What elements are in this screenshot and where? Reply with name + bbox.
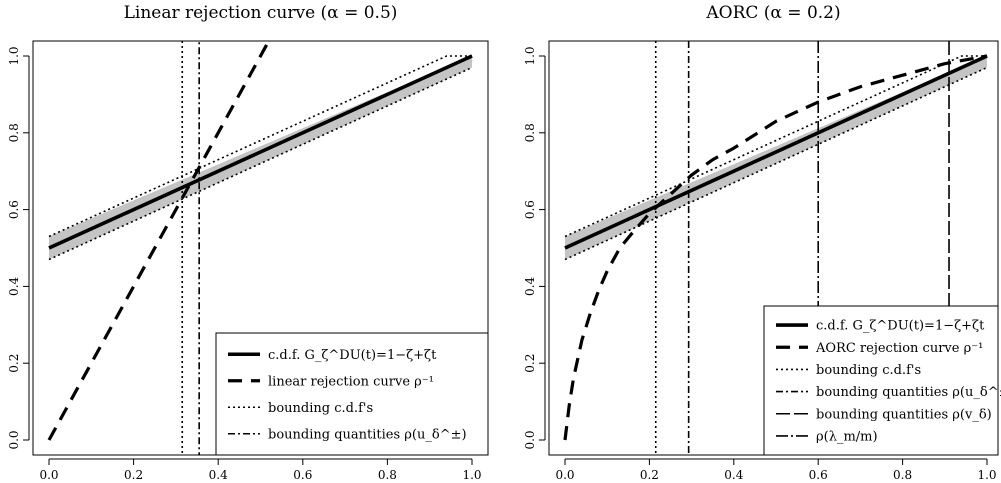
bounding-band xyxy=(565,56,987,260)
chart-title: AORC (α = 0.2) xyxy=(705,3,840,23)
bounding-band xyxy=(49,56,472,260)
series-line-dashed-1 xyxy=(47,41,271,441)
y-tick-label: 0.2 xyxy=(523,354,537,373)
chart-panel-right: AORC (α = 0.2)0.0 0.2 0.4 0.6 0.8 1.00.00.20.… xyxy=(523,3,1001,482)
x-axis: 0.0 0.2 0.4 0.6 0.8 1.0 xyxy=(555,458,997,482)
x-tick-label: 0.4 xyxy=(724,468,743,482)
legend-label: linear rejection curve ρ⁻¹ xyxy=(268,374,434,389)
x-tick-label: 1.0 xyxy=(977,468,996,482)
series-line-dotted-2 xyxy=(48,55,472,238)
x-tick-label: 0.8 xyxy=(378,468,397,482)
legend-label: bounding c.d.f's xyxy=(816,363,921,378)
x-tick-label: 0.0 xyxy=(555,468,574,482)
legend-label: ρ(λ_m/m) xyxy=(816,429,878,444)
series-line-dotted-3 xyxy=(564,66,988,261)
series-line-solid-0 xyxy=(48,54,473,250)
legend-label: bounding quantities ρ(u_δ^±) xyxy=(816,385,1001,400)
chart-panel-left: Linear rejection curve (α = 0.5)0.0 0.2 0.… xyxy=(7,3,489,482)
x-tick-label: 0.2 xyxy=(124,468,143,482)
x-tick-label: 0.6 xyxy=(293,468,312,482)
y-tick-label: 1.0 xyxy=(7,46,21,65)
y-tick-label: 0.0 xyxy=(523,430,537,449)
y-tick-label: 0.4 xyxy=(523,276,537,295)
x-axis: 0.0 0.2 0.4 0.6 0.8 1.0 xyxy=(39,458,482,482)
y-tick-label: 0.6 xyxy=(7,200,21,219)
series-line-solid-0 xyxy=(564,54,988,250)
y-tick-label: 0.2 xyxy=(7,354,21,373)
chart-title: Linear rejection curve (α = 0.5) xyxy=(124,3,398,23)
series-line-dashed-1 xyxy=(563,54,988,441)
x-tick-label: 0.8 xyxy=(893,468,912,482)
y-tick-label: 0.8 xyxy=(523,123,537,142)
y-tick-label: 1.0 xyxy=(523,46,537,65)
y-tick-label: 0.6 xyxy=(523,200,537,219)
series-line-dotted-2 xyxy=(564,55,987,238)
x-tick-label: 0.4 xyxy=(209,468,228,482)
legend-label: c.d.f. G_ζ^DU(t)=1−ζ+ζt xyxy=(268,348,437,363)
plot-area xyxy=(563,41,988,455)
legend-label: bounding quantities ρ(u_δ^±) xyxy=(268,427,467,442)
x-tick-label: 0.0 xyxy=(39,468,58,482)
y-tick-label: 0.4 xyxy=(7,276,21,295)
y-tick-label: 0.0 xyxy=(7,430,21,449)
y-axis: 0.0 0.2 0.4 0.6 0.8 1.0 xyxy=(7,46,30,450)
legend: c.d.f. G_ζ^DU(t)=1−ζ+ζt AORC rejection cu… xyxy=(763,305,1001,456)
y-axis: 0.0 0.2 0.4 0.6 0.8 1.0 xyxy=(523,46,546,450)
x-tick-label: 0.6 xyxy=(809,468,828,482)
x-tick-label: 1.0 xyxy=(462,468,481,482)
plot-area xyxy=(47,41,473,455)
legend-label: bounding c.d.f's xyxy=(268,401,373,416)
legend-label: bounding quantities ρ(v_δ) xyxy=(816,407,992,422)
x-tick-label: 0.2 xyxy=(640,468,659,482)
legend-box xyxy=(763,305,999,456)
legend-box xyxy=(215,332,489,456)
y-tick-label: 0.8 xyxy=(7,123,21,142)
legend-label: AORC rejection curve ρ⁻¹ xyxy=(815,341,983,356)
legend-label: c.d.f. G_ζ^DU(t)=1−ζ+ζt xyxy=(816,319,985,334)
